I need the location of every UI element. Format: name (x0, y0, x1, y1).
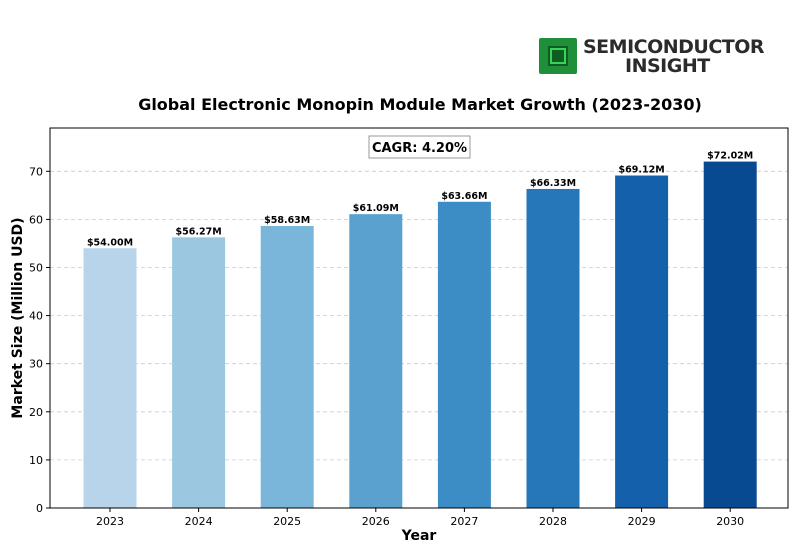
chip-icon (539, 38, 577, 74)
y-tick-label: 70 (29, 165, 43, 178)
bar-2030 (703, 161, 757, 508)
x-tick-label: 2027 (450, 515, 478, 528)
y-tick-label: 40 (29, 310, 43, 323)
x-axis: 2023 2024 2025 2026 2027 2028 2029 2030 (96, 508, 744, 528)
y-tick-label: 20 (29, 406, 43, 419)
data-label-2024: $56.27M (176, 226, 222, 237)
logo-text-line2: INSIGHT (625, 55, 710, 77)
plot-frame (49, 127, 789, 509)
bars: $54.00M $56.27M $58.63M $61.09M $63.66M $66.3… (83, 151, 757, 509)
bar-2027 (437, 201, 491, 508)
data-label-2029: $69.12M (619, 165, 665, 176)
semiconductor-insight-logo: SEMICONDUCTOR INSIGHT (539, 36, 769, 77)
data-label-2027: $63.66M (441, 191, 487, 202)
bar-2023 (83, 248, 137, 508)
x-tick-label: 2030 (716, 515, 744, 528)
data-label-2030: $72.02M (707, 151, 753, 162)
data-label-2023: $54.00M (87, 237, 133, 248)
cagr-annotation: CAGR: 4.20% (368, 135, 471, 159)
y-tick-label: 30 (29, 358, 43, 371)
data-label-2025: $58.63M (264, 215, 310, 226)
bar-2024 (172, 237, 226, 509)
bar-2026 (349, 214, 403, 509)
bar-2025 (260, 225, 314, 508)
data-label-2026: $61.09M (353, 203, 399, 214)
y-axis-label: Market Size (Million USD) (10, 217, 26, 418)
cagr-annotation-text: CAGR: 4.20% (372, 141, 467, 156)
x-axis-label: Year (401, 528, 437, 544)
x-tick-label: 2023 (96, 515, 124, 528)
x-tick-label: 2028 (539, 515, 567, 528)
logo-text-line1: SEMICONDUCTOR (583, 36, 765, 58)
x-tick-label: 2026 (362, 515, 390, 528)
gridlines (50, 170, 788, 461)
y-tick-label: 60 (29, 213, 43, 226)
x-tick-label: 2025 (273, 515, 301, 528)
cagr-annotation-box (368, 135, 471, 159)
chart-title: Global Electronic Monopin Module Market … (138, 95, 702, 114)
bar-2029 (615, 175, 669, 508)
y-tick-label: 0 (36, 502, 43, 515)
y-tick-label: 10 (29, 454, 43, 467)
bar-2028 (526, 188, 580, 508)
data-label-2028: $66.33M (530, 178, 576, 189)
y-tick-label: 50 (29, 261, 43, 274)
x-tick-label: 2029 (628, 515, 656, 528)
x-tick-label: 2024 (185, 515, 213, 528)
y-axis: 0 10 20 30 40 50 60 70 (29, 165, 50, 515)
